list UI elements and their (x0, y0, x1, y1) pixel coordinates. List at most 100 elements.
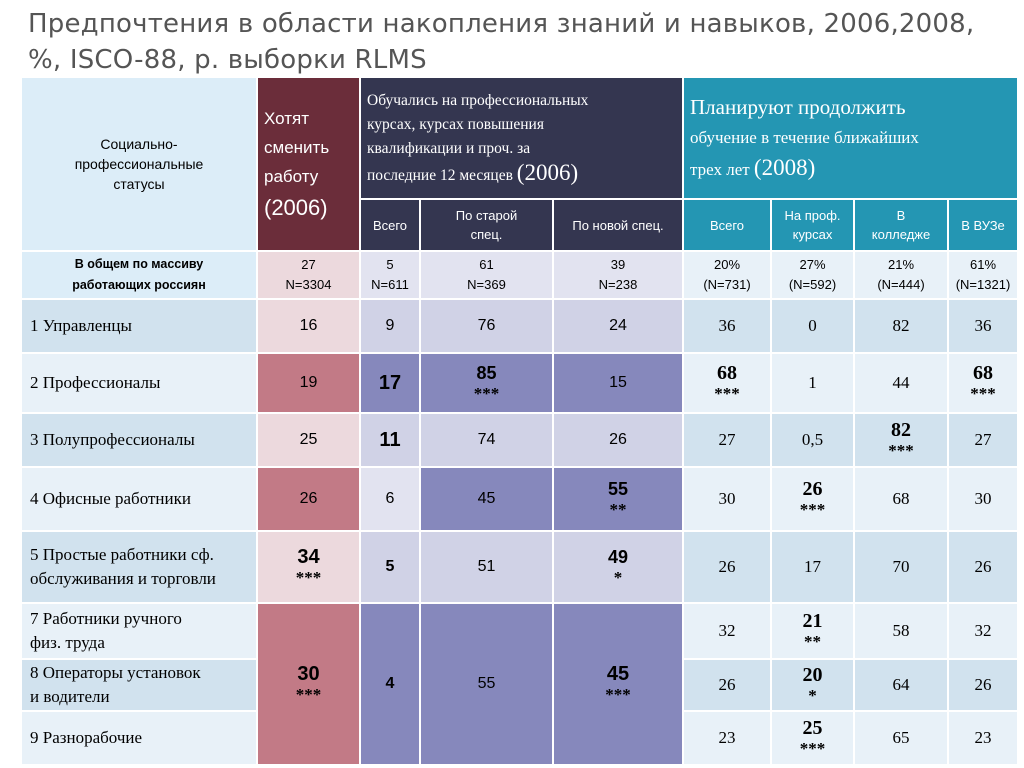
row-label: 7 Работники ручного физ. труда (20, 602, 258, 660)
cell-studied-total: 6 (359, 466, 421, 532)
cell-change: 16 (256, 298, 361, 354)
header-change-job: Хотят сменить работу (2006) (256, 76, 361, 252)
total-change: 27 N=3304 (256, 250, 361, 300)
subheader-plan-total: Всего (682, 198, 772, 252)
cell-studied-total: 5 (359, 530, 421, 604)
cell-studied-old: 51 (419, 530, 554, 604)
cell-plan-college: 65 (853, 710, 949, 766)
cell-plan-uni: 30 (947, 466, 1019, 532)
subheader-studied-total: Всего (359, 198, 421, 252)
cell-plan-college: 82 (853, 298, 949, 354)
total-plan-total: 20% (N=731) (682, 250, 772, 300)
header-studied-l1: Обучались на профессиональных (367, 91, 589, 109)
table-row: 4 Офисные работники 26 6 45 55 ** 30 26 **… (20, 466, 1019, 532)
cell-change: 34 *** (256, 530, 361, 604)
cell-studied-new: 24 (552, 298, 684, 354)
cell-plan-courses: 21 ** (770, 602, 855, 660)
cell-plan-uni: 26 (947, 658, 1019, 712)
cell-plan-total: 26 (682, 530, 772, 604)
cell-plan-total: 32 (682, 602, 772, 660)
cell-plan-uni: 68 *** (947, 352, 1019, 414)
totals-row: В общем по массиву работающих россиян 27 N… (20, 250, 1019, 300)
total-studied-old: 61 N=369 (419, 250, 554, 300)
row-label: 3 Полупрофессионалы (20, 412, 258, 468)
header-change-l3: работу (264, 166, 319, 186)
header-plan: Планируют продолжить обучение в течение … (682, 76, 1019, 200)
header-status: Социально- профессиональные статусы (20, 76, 258, 252)
header-plan-year: (2008) (753, 155, 816, 180)
row-label: 9 Разнорабочие (20, 710, 258, 766)
cell-plan-courses: 26 *** (770, 466, 855, 532)
cell-plan-uni: 26 (947, 530, 1019, 604)
cell-plan-college: 58 (853, 602, 949, 660)
cell-plan-college: 64 (853, 658, 949, 712)
table-row: 5 Простые работники сф. обслуживания и то… (20, 530, 1019, 604)
cell-studied-old: 85 *** (419, 352, 554, 414)
cell-studied-new: 26 (552, 412, 684, 468)
header-status-l2: профессиональные (74, 156, 204, 172)
header-plan-l2: обучение в течение ближайших (690, 128, 919, 147)
cell-plan-uni: 32 (947, 602, 1019, 660)
header-change-year: (2006) (264, 194, 328, 220)
cell-studied-new: 15 (552, 352, 684, 414)
title-line-1: Предпочтения в области накопления знаний… (28, 9, 975, 39)
cell-plan-courses: 0,5 (770, 412, 855, 468)
header-studied: Обучались на профессиональных курсах, ку… (359, 76, 684, 200)
subheader-studied-old: По старой спец. (419, 198, 554, 252)
cell-studied-total-merged: 4 (359, 602, 421, 766)
cell-plan-total: 27 (682, 412, 772, 468)
header-change-l2: сменить (264, 137, 330, 157)
cell-plan-courses: 1 (770, 352, 855, 414)
total-studied-total: 5 N=611 (359, 250, 421, 300)
row-label: 5 Простые работники сф. обслуживания и то… (20, 530, 258, 604)
cell-studied-total: 11 (359, 412, 421, 468)
cell-plan-total: 68 *** (682, 352, 772, 414)
subheader-plan-uni: В ВУЗе (947, 198, 1019, 252)
total-plan-uni: 61% (N=1321) (947, 250, 1019, 300)
cell-studied-total: 17 (359, 352, 421, 414)
header-plan-l3: трех лет (690, 160, 750, 179)
cell-change: 26 (256, 466, 361, 532)
table-row: 1 Управленцы 16 9 76 24 36 0 82 36 (20, 298, 1019, 354)
total-plan-courses: 27% (N=592) (770, 250, 855, 300)
header-row-1: Социально- профессиональные статусы Хотя… (20, 76, 1019, 252)
cell-plan-college: 68 (853, 466, 949, 532)
cell-studied-old: 74 (419, 412, 554, 468)
header-status-l1: Социально- (100, 136, 178, 152)
cell-plan-uni: 36 (947, 298, 1019, 354)
subheader-plan-courses: На проф. курсах (770, 198, 855, 252)
table-row: 8 Операторы установок и водители 26 20 * 6… (20, 658, 1019, 712)
cell-plan-total: 30 (682, 466, 772, 532)
row-label: 4 Офисные работники (20, 466, 258, 532)
data-table: Социально- профессиональные статусы Хотя… (20, 76, 1019, 766)
table-row: 3 Полупрофессионалы 25 11 74 26 27 0,5 8… (20, 412, 1019, 468)
cell-studied-total: 9 (359, 298, 421, 354)
row-label: 8 Операторы установок и водители (20, 658, 258, 712)
title-line-2: %, ISCO-88, р. выборки RLMS (28, 45, 427, 75)
cell-plan-uni: 27 (947, 412, 1019, 468)
header-studied-l2: курсах, курсах повышения (367, 115, 544, 133)
cell-studied-old: 76 (419, 298, 554, 354)
cell-plan-courses: 20 * (770, 658, 855, 712)
header-status-l3: статусы (113, 176, 165, 192)
cell-plan-total: 26 (682, 658, 772, 712)
cell-plan-total: 23 (682, 710, 772, 766)
table-row: 2 Профессионалы 19 17 85 *** 15 68 *** 1 4… (20, 352, 1019, 414)
cell-change-merged: 30 *** (256, 602, 361, 766)
cell-plan-courses: 17 (770, 530, 855, 604)
header-studied-year: (2006) (516, 159, 579, 185)
totals-label: В общем по массиву работающих россиян (20, 250, 258, 300)
row-label: 1 Управленцы (20, 298, 258, 354)
row-label: 2 Профессионалы (20, 352, 258, 414)
cell-change: 19 (256, 352, 361, 414)
cell-studied-old: 45 (419, 466, 554, 532)
cell-studied-new: 55 ** (552, 466, 684, 532)
cell-plan-uni: 23 (947, 710, 1019, 766)
cell-studied-new-merged: 45 *** (552, 602, 684, 766)
table-row: 7 Работники ручного физ. труда 30 *** 4 55… (20, 602, 1019, 766)
header-change-l1: Хотят (264, 108, 310, 128)
total-plan-college: 21% (N=444) (853, 250, 949, 300)
page-title: Предпочтения в области накопления знаний… (28, 6, 1018, 78)
header-row-2: Всего По старой спец. По новой спец. Всег… (21, 198, 1019, 252)
